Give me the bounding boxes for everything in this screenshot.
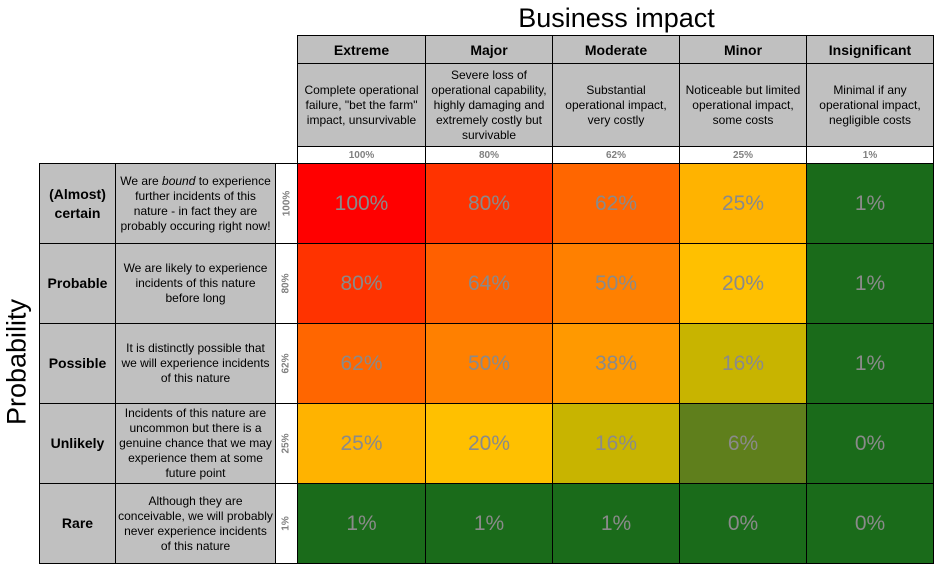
probability-percentage-text: 1% (280, 516, 292, 531)
probability-description-text: We are bound to experience further incid… (118, 174, 273, 234)
probability-description: We are likely to experience incidents of… (115, 243, 276, 324)
impact-description: Severe loss of operational capability, h… (425, 63, 553, 147)
risk-cell: 38% (552, 323, 680, 404)
impact-description: Minimal if any operational impact, negli… (806, 63, 934, 147)
business-impact-title: Business impact (518, 3, 715, 33)
risk-cell: 16% (552, 403, 680, 484)
probability-description: It is distinctly possible that we will e… (115, 323, 276, 404)
impact-header-extreme: Extreme (297, 35, 426, 64)
impact-percentage: 62% (552, 146, 680, 164)
impact-percentage: 80% (425, 146, 553, 164)
probability-percentage: 25% (275, 403, 298, 484)
risk-cell: 25% (297, 403, 426, 484)
probability-description-text: It is distinctly possible that we will e… (118, 341, 273, 386)
probability-percentage: 100% (275, 163, 298, 244)
impact-percentage: 25% (679, 146, 807, 164)
description-fragment: It is distinctly possible that we will e… (121, 341, 270, 385)
probability-description-text: Although they are conceivable, we will p… (118, 494, 273, 554)
risk-cell: 16% (679, 323, 807, 404)
impact-description: Complete operational failure, "bet the f… (297, 63, 426, 147)
probability-title-wrap: Probability (0, 160, 34, 564)
probability-header: (Almost) certain (39, 163, 116, 244)
probability-percentage-text: 25% (280, 433, 292, 454)
probability-description: Although they are conceivable, we will p… (115, 483, 276, 564)
probability-percentage-text: 62% (280, 353, 292, 374)
description-fragment: We are likely to experience incidents of… (123, 261, 268, 305)
description-fragment: Incidents of this nature are uncommon bu… (119, 406, 272, 480)
risk-cell: 1% (806, 163, 934, 244)
probability-header: Rare (39, 483, 116, 564)
risk-cell: 1% (425, 483, 553, 564)
probability-description-text: Incidents of this nature are uncommon bu… (118, 406, 273, 481)
risk-cell: 1% (806, 323, 934, 404)
description-fragment: bound (162, 173, 196, 188)
risk-cell: 0% (806, 403, 934, 484)
probability-percentage: 80% (275, 243, 298, 324)
risk-cell: 0% (679, 483, 807, 564)
impact-header-minor: Minor (679, 35, 807, 64)
probability-percentage-text: 100% (281, 190, 293, 217)
risk-cell: 20% (425, 403, 553, 484)
risk-cell: 50% (552, 243, 680, 324)
description-fragment: to experience further incidents of this … (120, 173, 271, 233)
probability-percentage-text: 80% (280, 273, 292, 294)
impact-percentage: 1% (806, 146, 934, 164)
description-fragment: Although they are conceivable, we will p… (118, 493, 273, 553)
probability-percentage: 1% (275, 483, 298, 564)
description-fragment: We are (120, 173, 163, 188)
risk-cell: 80% (425, 163, 553, 244)
risk-cell: 6% (679, 403, 807, 484)
risk-cell: 62% (552, 163, 680, 244)
probability-description-text: We are likely to experience incidents of… (118, 261, 273, 306)
impact-header-moderate: Moderate (552, 35, 680, 64)
probability-percentage: 62% (275, 323, 298, 404)
risk-cell: 50% (425, 323, 553, 404)
risk-cell: 20% (679, 243, 807, 324)
probability-description: We are bound to experience further incid… (115, 163, 276, 244)
risk-cell: 80% (297, 243, 426, 324)
risk-cell: 1% (552, 483, 680, 564)
risk-cell: 25% (679, 163, 807, 244)
probability-header: Unlikely (39, 403, 116, 484)
risk-cell: 1% (297, 483, 426, 564)
risk-cell: 1% (806, 243, 934, 324)
risk-cell: 64% (425, 243, 553, 324)
probability-description: Incidents of this nature are uncommon bu… (115, 403, 276, 484)
probability-header: Possible (39, 323, 116, 404)
probability-header: Probable (39, 243, 116, 324)
impact-header-major: Major (425, 35, 553, 64)
impact-description: Substantial operational impact, very cos… (552, 63, 680, 147)
impact-header-insignificant: Insignificant (806, 35, 934, 64)
risk-cell: 100% (297, 163, 426, 244)
probability-title: Probability (1, 298, 32, 426)
impact-percentage: 100% (297, 146, 426, 164)
risk-cell: 62% (297, 323, 426, 404)
risk-cell: 0% (806, 483, 934, 564)
impact-description: Noticeable but limited operational impac… (679, 63, 807, 147)
